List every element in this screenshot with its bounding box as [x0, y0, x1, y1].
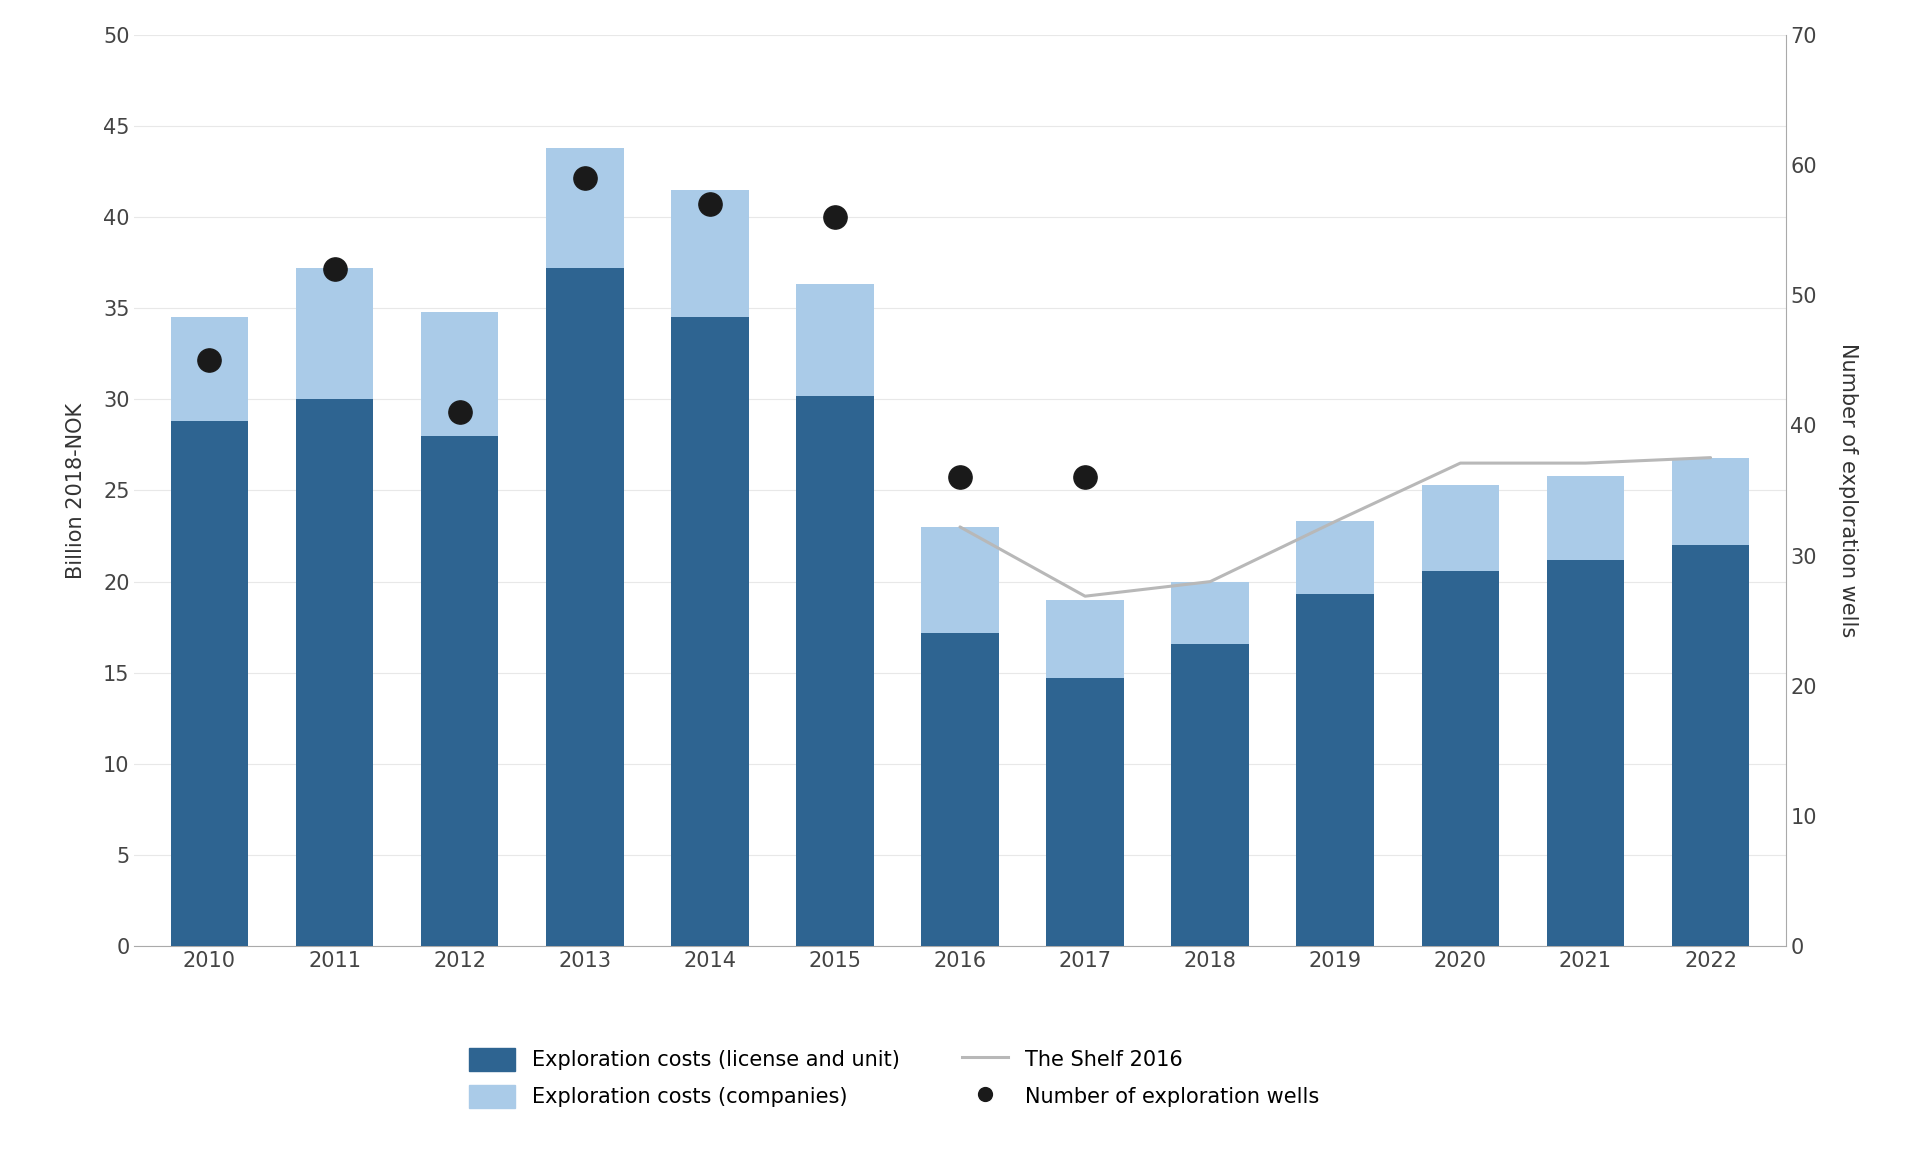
Point	[444, 403, 474, 421]
Bar	[1421, 571, 1500, 946]
Bar	[1046, 679, 1123, 946]
Bar	[672, 317, 749, 946]
Point	[319, 260, 349, 278]
Bar	[1548, 560, 1624, 946]
Bar	[1046, 600, 1123, 946]
Point	[570, 168, 601, 187]
Bar	[1672, 458, 1749, 946]
Bar	[922, 632, 998, 946]
Bar	[171, 317, 248, 946]
Bar	[1171, 644, 1250, 946]
Legend: Exploration costs (license and unit), Exploration costs (companies), The Shelf 2: Exploration costs (license and unit), Ex…	[468, 1048, 1319, 1108]
Bar	[296, 268, 372, 946]
Point	[820, 208, 851, 226]
Bar	[420, 312, 499, 946]
Bar	[1296, 594, 1375, 946]
Bar	[1421, 485, 1500, 946]
Y-axis label: Number of exploration wells: Number of exploration wells	[1837, 344, 1859, 637]
Bar	[797, 396, 874, 946]
Bar	[545, 268, 624, 946]
Bar	[545, 148, 624, 946]
Bar	[922, 527, 998, 946]
Bar	[1171, 582, 1250, 946]
Point	[194, 351, 225, 369]
Bar	[1548, 475, 1624, 946]
Point	[695, 195, 726, 213]
Point	[945, 469, 975, 487]
Point	[1069, 469, 1100, 487]
Bar	[1672, 545, 1749, 946]
Bar	[1296, 522, 1375, 946]
Bar	[420, 436, 499, 946]
Bar	[171, 421, 248, 946]
Bar	[797, 284, 874, 946]
Y-axis label: Billion 2018-NOK: Billion 2018-NOK	[67, 403, 86, 578]
Bar	[672, 189, 749, 946]
Bar	[296, 399, 372, 946]
